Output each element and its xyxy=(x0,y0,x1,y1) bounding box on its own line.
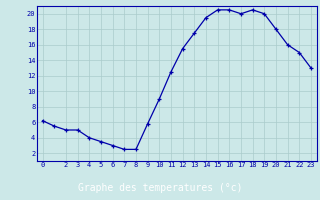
Text: Graphe des temperatures (°c): Graphe des temperatures (°c) xyxy=(78,183,242,193)
